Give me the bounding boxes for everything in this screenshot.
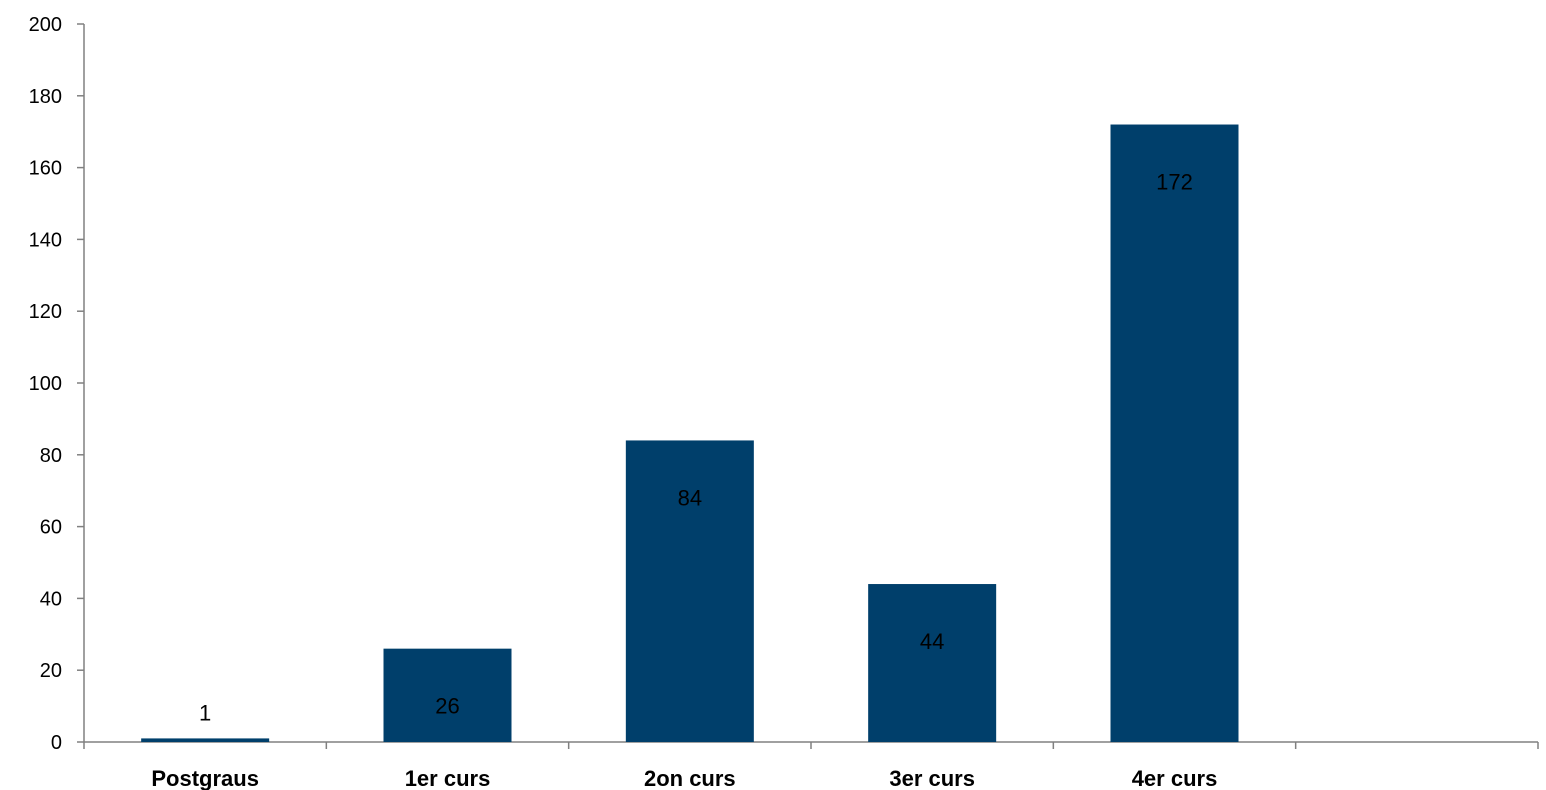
bar-value-label: 1 bbox=[199, 700, 211, 725]
y-tick-label: 140 bbox=[29, 229, 62, 251]
bar-value-label: 84 bbox=[678, 485, 702, 510]
bars bbox=[141, 124, 1239, 742]
bar-value-label: 44 bbox=[920, 629, 944, 654]
x-category-label: Postgraus bbox=[151, 766, 259, 790]
y-tick-label: 160 bbox=[29, 158, 62, 180]
y-tick-label: 60 bbox=[40, 517, 62, 539]
x-category-label: 2on curs bbox=[644, 766, 736, 790]
y-tick-label: 200 bbox=[29, 14, 62, 36]
bar-value-label: 172 bbox=[1156, 170, 1193, 195]
y-tick-label: 180 bbox=[29, 86, 62, 108]
bar bbox=[141, 738, 270, 742]
x-category-label: 3er curs bbox=[889, 766, 975, 790]
y-tick-label: 120 bbox=[29, 301, 62, 323]
bar bbox=[868, 584, 997, 742]
x-category-label: 1er curs bbox=[405, 766, 491, 790]
y-tick-label: 100 bbox=[29, 373, 62, 395]
bar bbox=[1110, 124, 1239, 742]
y-axis: 0 20 40 60 80 100 120 140 160 180 200 bbox=[29, 14, 85, 754]
bar-value-label: 26 bbox=[435, 694, 459, 719]
bar bbox=[625, 440, 754, 742]
y-tick-label: 40 bbox=[40, 588, 62, 610]
x-category-label: 4er curs bbox=[1132, 766, 1218, 790]
y-tick-label: 20 bbox=[40, 660, 62, 682]
x-axis: Postgraus 1er curs 2on curs 3er curs 4er cur… bbox=[83, 741, 1539, 790]
y-tick-label: 0 bbox=[51, 732, 62, 754]
bar bbox=[383, 648, 512, 742]
data-labels: 1 26 84 44 172 bbox=[199, 170, 1193, 726]
y-tick-label: 80 bbox=[40, 445, 62, 467]
